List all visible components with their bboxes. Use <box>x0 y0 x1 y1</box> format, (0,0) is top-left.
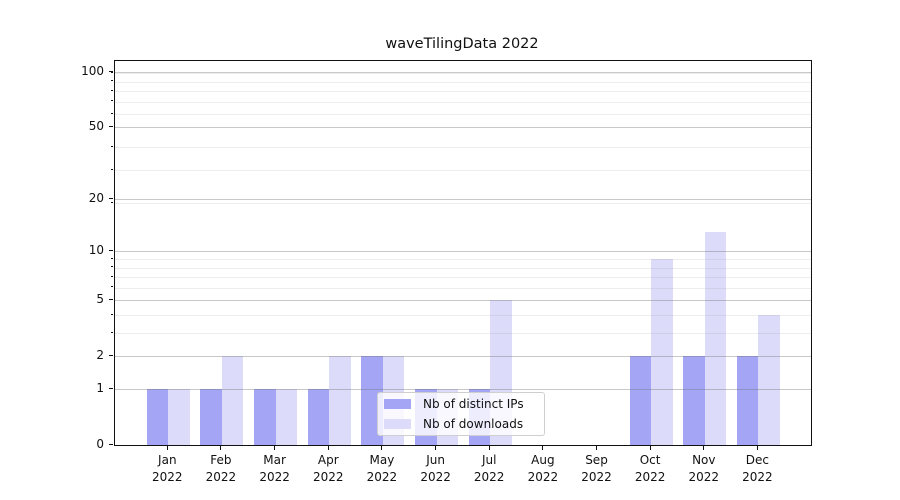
y-axis-tick-10 <box>109 249 113 251</box>
y-axis-label-10: 10 <box>88 243 104 258</box>
legend-row-distinct-ips: Nb of distinct IPs <box>384 394 538 414</box>
x-axis-tick-apr <box>327 445 329 450</box>
bar-distinct-ips-apr <box>307 389 330 445</box>
gridline-minor-19 <box>115 203 811 204</box>
gridline-minor-39 <box>115 147 811 148</box>
y-axis-label-20: 20 <box>88 191 104 206</box>
gridline-minor-3 <box>115 333 811 334</box>
y-axis-minor-tick-99 <box>110 71 113 73</box>
y-axis-tick-2 <box>109 354 113 356</box>
x-axis-label-jun: Jun 2022 <box>420 453 451 484</box>
bar-distinct-ips-mar <box>254 389 276 445</box>
legend: Nb of distinct IPs Nb of downloads <box>377 392 545 436</box>
gridline-minor-99 <box>115 73 811 74</box>
bar-distinct-ips-feb <box>200 389 222 445</box>
bar-downloads-nov <box>704 231 727 445</box>
bar-distinct-ips-jan <box>146 389 169 445</box>
y-axis-label-50: 50 <box>88 119 104 134</box>
gridline-minor-4 <box>115 315 811 316</box>
y-axis-minor-tick-59 <box>110 112 113 114</box>
gridline-minor-9 <box>115 259 811 260</box>
y-axis-minor-tick-3 <box>110 331 113 333</box>
x-axis-label-aug: Aug 2022 <box>527 453 559 484</box>
gridline-major-1 <box>115 389 811 390</box>
x-axis-label-nov: Nov 2022 <box>688 453 720 484</box>
x-axis-tick-sep <box>595 445 598 450</box>
y-axis-label-0: 0 <box>96 437 104 451</box>
legend-label-distinct-ips: Nb of distinct IPs <box>423 397 524 411</box>
legend-label-downloads: Nb of downloads <box>423 417 524 431</box>
gridline-major-2 <box>115 356 811 358</box>
y-axis-minor-tick-4 <box>110 313 113 315</box>
bar-downloads-apr <box>329 356 351 445</box>
y-axis-tick-20 <box>109 197 113 199</box>
y-axis-minor-tick-7 <box>110 275 113 277</box>
plot-area <box>114 60 812 446</box>
bar-downloads-feb <box>221 356 244 445</box>
gridline-minor-7 <box>115 277 811 278</box>
gridline-major-100 <box>115 72 811 74</box>
y-axis-tick-1 <box>109 387 113 389</box>
y-axis-minor-tick-29 <box>110 168 113 170</box>
x-axis-tick-may <box>381 445 383 450</box>
x-axis-label-sep: Sep 2022 <box>581 453 612 484</box>
gridline-minor-89 <box>115 81 811 83</box>
bar-distinct-ips-nov <box>683 356 705 445</box>
gridline-minor-59 <box>115 114 811 116</box>
y-axis-minor-tick-39 <box>110 145 113 147</box>
x-axis-tick-oct <box>649 445 651 450</box>
y-axis-minor-tick-8 <box>110 266 113 267</box>
x-axis-label-apr: Apr 2022 <box>313 453 344 484</box>
legend-row-downloads: Nb of downloads <box>384 414 538 434</box>
x-axis-label-may: May 2022 <box>366 453 398 484</box>
y-axis-minor-tick-69 <box>110 100 113 102</box>
x-axis-tick-feb <box>220 445 222 450</box>
y-axis-label-100: 100 <box>81 64 104 79</box>
y-axis-minor-tick-6 <box>110 286 113 288</box>
gridline-minor-8 <box>115 267 811 269</box>
legend-swatch-downloads <box>384 419 411 429</box>
gridline-major-10 <box>115 251 811 253</box>
y-axis-minor-tick-89 <box>110 80 113 81</box>
bar-downloads-dec <box>758 315 780 445</box>
x-axis-label-jan: Jan 2022 <box>152 453 183 484</box>
legend-swatch-distinct-ips <box>384 399 411 409</box>
x-axis-tick-jun <box>434 445 437 450</box>
y-axis-tick-0 <box>109 443 113 445</box>
gridline-minor-29 <box>115 170 811 172</box>
x-axis-label-oct: Oct 2022 <box>634 453 666 484</box>
y-axis-tick-5 <box>109 298 113 300</box>
chart-title: waveTilingData 2022 <box>385 36 539 52</box>
gridline-major-50 <box>115 127 811 129</box>
x-axis-label-jul: Jul 2022 <box>473 453 505 484</box>
x-axis-tick-nov <box>703 445 705 450</box>
x-axis-label-mar: Mar 2022 <box>259 453 290 484</box>
x-axis-label-dec: Dec 2022 <box>742 453 773 484</box>
x-axis-tick-dec <box>756 445 758 450</box>
bar-distinct-ips-dec <box>736 356 759 445</box>
x-axis-label-feb: Feb 2022 <box>205 453 237 484</box>
y-axis-minor-tick-19 <box>110 201 113 203</box>
x-axis-tick-aug <box>542 445 544 450</box>
bar-downloads-jan <box>168 389 190 445</box>
y-axis-tick-50 <box>109 125 113 128</box>
y-axis-minor-tick-9 <box>110 257 113 259</box>
y-axis-tick-100 <box>109 70 113 72</box>
y-axis-label-1: 1 <box>96 381 104 395</box>
bar-downloads-mar <box>275 389 298 445</box>
y-axis-label-2: 2 <box>96 348 104 363</box>
y-axis-label-5: 5 <box>96 292 104 307</box>
bar-downloads-oct <box>651 259 673 445</box>
gridline-major-5 <box>115 300 811 302</box>
x-axis-tick-mar <box>274 445 276 450</box>
gridline-minor-69 <box>115 101 811 103</box>
y-axis-minor-tick-79 <box>110 89 113 91</box>
x-axis-tick-jan <box>166 445 168 450</box>
x-axis-tick-jul <box>488 445 490 450</box>
gridline-minor-6 <box>115 287 811 289</box>
gridline-minor-79 <box>115 91 811 92</box>
gridline-major-20 <box>115 199 811 201</box>
bar-distinct-ips-oct <box>629 356 652 445</box>
